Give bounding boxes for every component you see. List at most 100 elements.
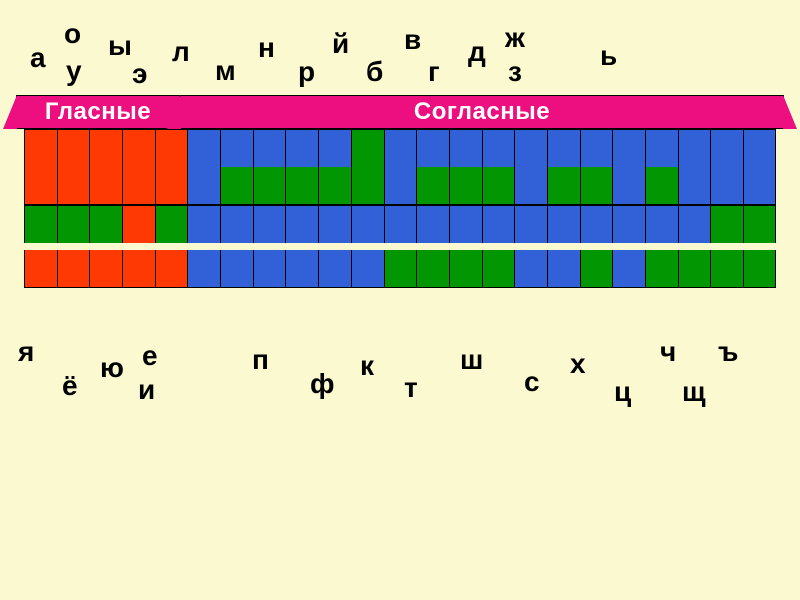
grid-cell [384,129,417,167]
letter-е: е [142,340,158,372]
letter-ю: ю [100,352,124,384]
grid-cell [384,167,417,205]
letter-т: т [404,372,418,404]
grid-cell [318,250,351,288]
grid-row [0,129,800,167]
grid-cell [482,205,515,243]
grid-cell [57,167,90,205]
letter-м: м [215,55,236,87]
letter-з: з [508,56,522,88]
grid-cell [678,167,711,205]
tab-consonants-label: Согласные [414,98,550,126]
letter-ъ: ъ [718,336,738,368]
letter-р: р [298,56,315,88]
grid-cell [351,129,384,167]
grid-cell [580,167,613,205]
letter-ч: ч [660,336,676,368]
grid-cell [351,205,384,243]
letter-ь: ь [600,40,617,72]
letter-б: б [366,56,383,88]
grid-cell [253,167,286,205]
grid-cell [416,250,449,288]
sound-grid [0,129,800,288]
letter-ш: ш [460,344,483,376]
grid-cell [89,205,122,243]
letter-к: к [360,350,374,382]
letter-у: у [66,55,82,87]
grid-cell [514,205,547,243]
grid-cell [645,250,678,288]
grid-cell [645,129,678,167]
grid-cell [285,205,318,243]
grid-cell [645,205,678,243]
tab-consonants: Согласные [180,95,784,129]
grid-cell [612,205,645,243]
grid-cell [482,167,515,205]
letter-в: в [404,24,421,56]
grid-cell [220,167,253,205]
grid-cell [187,167,220,205]
grid-cell [285,129,318,167]
grid-cell [416,167,449,205]
grid-cell [547,250,580,288]
grid-cell [384,205,417,243]
grid-cell [318,167,351,205]
grid-cell [449,205,482,243]
grid-cell [580,250,613,288]
letter-ё: ё [62,370,78,402]
grid-cell [612,250,645,288]
grid-cell [514,129,547,167]
letter-ж: ж [505,22,525,54]
grid-cell [580,205,613,243]
grid-cell [122,205,155,243]
tab-bar: Гласные Согласные [16,95,784,129]
letter-п: п [252,344,269,376]
grid-cell [384,250,417,288]
grid-cell [24,205,57,243]
grid-cell [220,129,253,167]
grid-cell [449,250,482,288]
letter-и: и [138,374,155,406]
grid-cell [743,129,776,167]
grid-row [0,167,800,205]
grid-cell [155,129,188,167]
grid-cell [612,167,645,205]
grid-cell [155,205,188,243]
grid-cell [416,205,449,243]
grid-cell [547,167,580,205]
grid-cell [318,205,351,243]
grid-cell [645,167,678,205]
grid-cell [678,205,711,243]
grid-cell [155,250,188,288]
grid-cell [580,129,613,167]
tab-vowels: Гласные [16,95,180,129]
letter-д: д [468,36,486,68]
grid-cell [155,167,188,205]
grid-cell [482,129,515,167]
grid-cell [187,250,220,288]
grid-cell [253,205,286,243]
grid-cell [351,167,384,205]
grid-cell [253,250,286,288]
grid-cell [122,129,155,167]
grid-cell [514,167,547,205]
grid-cell [24,167,57,205]
letter-ц: ц [614,376,631,408]
grid-cell [122,250,155,288]
letter-г: г [428,56,440,88]
grid-cell [285,167,318,205]
grid-cell [318,129,351,167]
grid-row [0,205,800,243]
grid-cell [743,250,776,288]
grid-cell [678,129,711,167]
grid-cell [253,129,286,167]
grid-cell [285,250,318,288]
letter-а: а [30,42,46,74]
grid-row [0,250,800,288]
letter-о: о [64,18,81,50]
grid-cell [547,129,580,167]
letter-ф: ф [310,368,335,400]
grid-cell [514,250,547,288]
grid-cell [678,250,711,288]
grid-cell [743,205,776,243]
